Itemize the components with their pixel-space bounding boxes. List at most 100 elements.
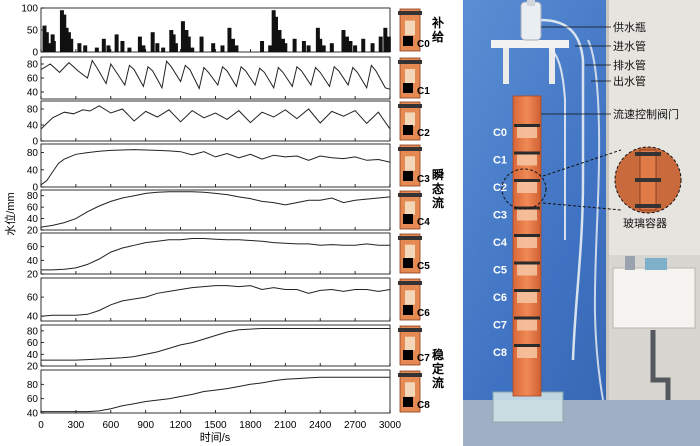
panel-C6: 40 60 C6: [27, 277, 430, 323]
panel-label-C3: C3: [417, 174, 430, 185]
group-label-char: 态: [432, 181, 444, 196]
group-label-7-8: 稳定流: [432, 347, 444, 390]
x-tick-label: 1500: [204, 420, 227, 431]
panel-C3: 0 40 80 C3: [27, 143, 430, 194]
thumbnail-C3: C3: [398, 144, 430, 187]
thumbnail-C2: C2: [398, 101, 430, 141]
recharge-bar: [301, 41, 306, 52]
column-cell: [517, 126, 537, 138]
y-tick-label: 80: [27, 380, 39, 391]
recharge-bar: [42, 25, 47, 52]
recharge-bar: [120, 41, 125, 52]
x-tick-label: 2700: [344, 420, 367, 431]
recharge-bar: [184, 30, 189, 52]
series-line-C1: [40, 59, 391, 90]
recharge-bar: [211, 43, 216, 52]
y-tick-label: 60: [27, 293, 39, 304]
thumbnail-glass: [405, 290, 415, 305]
recharge-bar: [321, 45, 326, 52]
column-cell: [517, 153, 537, 166]
series-line-C2: [40, 105, 391, 130]
callout-outlet-pipe: 出水管: [613, 74, 646, 88]
x-tick-label: 2400: [309, 420, 332, 431]
thumbnail-marker: [403, 350, 413, 360]
recharge-bar: [260, 41, 265, 52]
y-tick-label: 80: [27, 191, 39, 202]
recharge-bar: [318, 38, 323, 52]
column-cell: [517, 208, 537, 221]
y-tick-label: 40: [27, 409, 39, 420]
recharge-bar: [271, 10, 276, 52]
group-label-1-2-3-4-5-6: 瞬态流: [432, 167, 444, 210]
thumbnail-C4: C4: [398, 190, 430, 230]
recharge-bar: [186, 36, 191, 52]
x-tick-label: 1200: [169, 420, 192, 431]
thumbnail-glass: [405, 201, 415, 215]
panel-frame: [40, 143, 391, 188]
thumbnail-glass: [405, 69, 415, 83]
level-label-C3: C3: [493, 210, 507, 222]
panel-frame: [40, 324, 391, 367]
y-axis-label: 水位/mm: [3, 192, 17, 235]
thumbnail-C8: C8: [398, 370, 430, 413]
group-label-char: 定: [432, 361, 444, 376]
recharge-bar: [292, 38, 297, 52]
x-tick-label: 0: [38, 420, 44, 431]
panel-label-C0: C0: [417, 39, 430, 50]
y-tick-label: 60: [27, 74, 39, 85]
recharge-bar: [344, 36, 349, 52]
recharge-bar: [280, 38, 285, 52]
recharge-bar: [273, 16, 278, 52]
group-label-char: 瞬: [432, 167, 444, 182]
column-clamp: [514, 206, 540, 210]
recharge-bar: [268, 45, 273, 52]
level-label-C5: C5: [493, 265, 507, 277]
y-tick-label: 40: [27, 165, 39, 176]
y-tick-label: 0: [32, 48, 38, 59]
callout-flow-valve: 流速控制阀门: [613, 107, 679, 121]
recharge-bar: [315, 27, 320, 52]
y-tick-label: 40: [27, 312, 39, 323]
recharge-bar: [161, 47, 166, 52]
y-tick-label: 100: [21, 4, 38, 15]
group-label-0: 补给: [431, 15, 444, 44]
thumbnail-glass: [405, 20, 415, 36]
thumbnail-marker: [403, 83, 413, 93]
column-clamp: [514, 316, 540, 320]
recharge-bar: [66, 32, 71, 52]
series-line-C3: [40, 149, 391, 186]
group-label-char: 给: [432, 29, 444, 44]
thumbnail-C6: C6: [398, 278, 430, 321]
level-label-C0: C0: [493, 127, 507, 139]
y-tick-label: 60: [27, 203, 39, 214]
recharge-bar: [227, 27, 232, 52]
callout-bottle: 供水瓶: [613, 20, 646, 34]
panel-label-C5: C5: [417, 261, 430, 272]
recharge-bar: [383, 27, 388, 52]
experiment-photo: C0 C1 C2 C3 C4 C5 C6 C7 C8 供水瓶 进水管 排水管 出水管 流速控制阀…: [463, 0, 700, 446]
panel-label-C6: C6: [417, 308, 430, 319]
recharge-bar: [306, 45, 311, 52]
thumbnail-clamp: [398, 328, 422, 332]
column-cell: [517, 181, 537, 193]
recharge-bar: [370, 43, 375, 52]
recharge-bar: [199, 36, 204, 52]
y-tick-label: 20: [27, 226, 39, 237]
panel-C8: 40 60 80 C8: [27, 369, 430, 420]
thumbnail-clamp: [398, 193, 422, 197]
column-cell: [517, 318, 537, 331]
panel-label-C1: C1: [417, 86, 430, 97]
recharge-bar: [69, 38, 74, 52]
column-cell: [517, 263, 537, 276]
recharge-bar: [44, 32, 49, 52]
callout-glass-container: 玻璃容器: [623, 216, 667, 230]
series-line-C4: [40, 191, 391, 228]
column-clamp: [514, 151, 540, 155]
thumbnail-C7: C7: [398, 325, 430, 366]
group-label-char: 补: [431, 15, 444, 30]
column-clamp: [514, 289, 540, 292]
thumbnail-glass: [405, 336, 415, 351]
recharge-bar: [155, 43, 160, 52]
y-tick-label: 80: [27, 105, 39, 116]
thumbnail-marker: [403, 214, 413, 224]
